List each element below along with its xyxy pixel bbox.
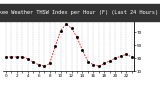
Title: Milwaukee Weather THSW Index per Hour (F) (Last 24 Hours): Milwaukee Weather THSW Index per Hour (F… bbox=[0, 10, 158, 15]
